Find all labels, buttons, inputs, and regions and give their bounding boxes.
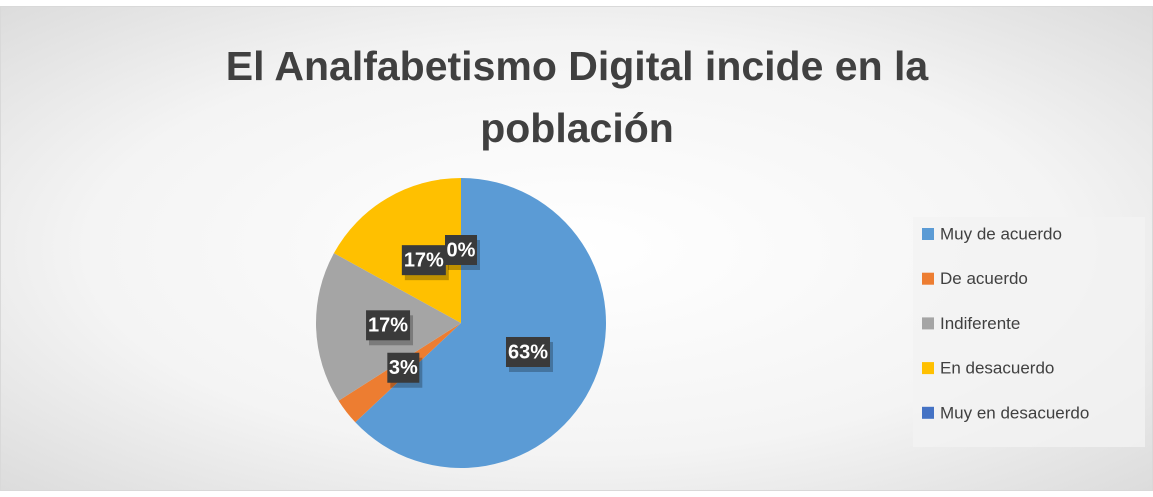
legend-label: En desacuerdo [940, 359, 1054, 378]
data-label-box [401, 245, 446, 276]
legend-swatch [922, 228, 934, 240]
data-label: 3% [389, 357, 418, 379]
legend-label: De acuerdo [940, 269, 1028, 288]
data-label: 17% [368, 315, 408, 337]
data-label-box [387, 352, 420, 383]
chart-area: El Analfabetismo Digital incide en la po… [0, 6, 1153, 491]
legend-label: Muy de acuerdo [940, 224, 1062, 243]
data-label: 0% [447, 239, 476, 261]
legend-swatch [922, 362, 934, 375]
legend-label: Indiferente [940, 314, 1020, 333]
legend-box [913, 217, 1145, 447]
legend-label: Muy en desacuerdo [940, 403, 1089, 422]
data-label: 63% [508, 341, 548, 363]
data-label-box [445, 235, 477, 265]
pie-slice [355, 178, 606, 469]
pie-slice [333, 178, 461, 323]
legend-swatch [922, 317, 934, 330]
data-label: 17% [404, 249, 444, 271]
legend-swatch [922, 272, 934, 285]
legend-swatch [922, 406, 934, 419]
data-label-box [505, 336, 550, 367]
chart-title: El Analfabetismo Digital incide en la po… [225, 43, 929, 151]
data-label-box [366, 310, 411, 341]
